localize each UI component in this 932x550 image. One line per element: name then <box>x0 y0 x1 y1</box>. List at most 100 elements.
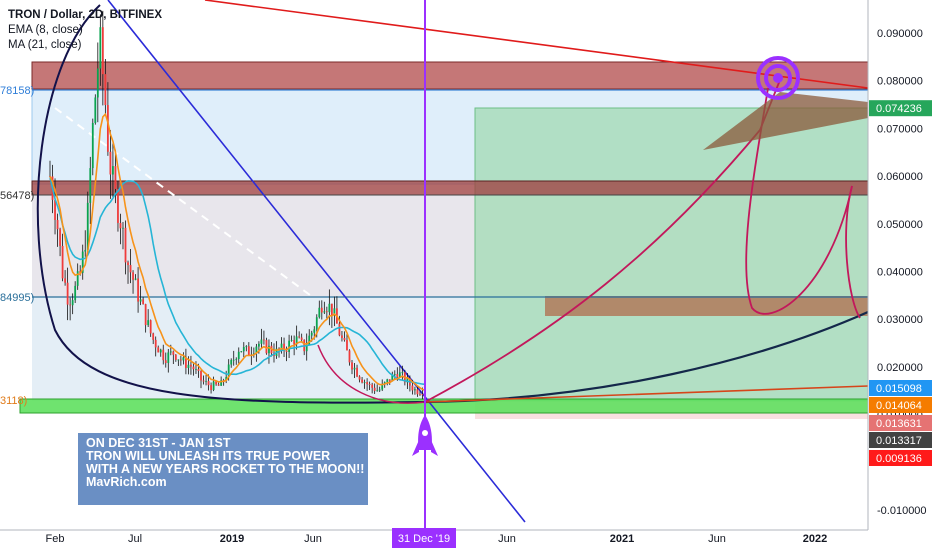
candle <box>200 370 202 389</box>
candle <box>147 309 150 328</box>
left-cut-label-2: 56478) <box>0 190 34 202</box>
candle <box>240 350 243 353</box>
candle <box>247 342 250 357</box>
y-tick-label: -0.010000 <box>877 505 927 517</box>
ema-line <box>49 112 426 391</box>
chart-legend: TRON / Dollar, 2D, BITFINEX EMA (8, clos… <box>8 8 162 53</box>
candle <box>398 365 401 378</box>
candle <box>288 334 290 358</box>
x-tick-label: Jun <box>498 533 516 545</box>
candle <box>320 300 323 320</box>
callout-line-1: ON DEC 31ST - JAN 1ST <box>86 436 231 450</box>
candle <box>202 375 205 385</box>
left-cut-label-3: 84995) <box>0 292 34 304</box>
candle <box>373 383 376 394</box>
candle <box>323 301 326 315</box>
candle <box>190 355 192 375</box>
candle <box>232 350 235 366</box>
candle <box>152 332 155 345</box>
callout-line-4: MavRich.com <box>86 475 167 489</box>
candle <box>94 94 97 125</box>
left-cut-label-1: 78158) <box>0 85 34 97</box>
candle <box>129 249 132 284</box>
resistance-zone <box>545 296 868 316</box>
candle <box>74 281 77 303</box>
candle <box>132 270 134 294</box>
candle <box>69 297 72 321</box>
price-label-3: 0.014064 <box>869 397 932 413</box>
legend-ma: MA (21, close) <box>8 39 82 51</box>
price-label-6: 0.009136 <box>869 450 932 466</box>
price-axis[interactable]: 0.090000 0.080000 0.070000 0.060000 0.050000… <box>867 0 932 530</box>
candle <box>298 331 301 339</box>
target-zone-top <box>31 61 869 90</box>
candle <box>268 339 270 364</box>
y-tick-label: 0.060000 <box>877 171 923 183</box>
candle <box>353 363 356 379</box>
candle <box>348 349 351 366</box>
candle <box>164 352 167 368</box>
candle <box>318 300 321 319</box>
time-axis[interactable]: Feb Jul 2019 Jun Jun 2021 Jun 2022 31 Dec '19 <box>0 528 932 550</box>
candle <box>237 347 240 365</box>
candle <box>283 337 285 358</box>
candle <box>134 274 137 281</box>
legend-ema: EMA (8, close) <box>8 24 83 36</box>
parabola-curve <box>36 4 426 404</box>
svg-text:0.013631: 0.013631 <box>876 418 922 430</box>
profit-zone <box>474 107 869 402</box>
target-icon <box>756 56 800 100</box>
candle <box>149 319 152 337</box>
candle <box>401 365 404 380</box>
candle <box>378 386 381 392</box>
candle <box>137 267 139 313</box>
orange-trend-line <box>424 385 869 403</box>
candle <box>341 331 343 342</box>
svg-text:0.074236: 0.074236 <box>876 103 922 115</box>
candle <box>86 191 89 256</box>
candle <box>343 331 346 342</box>
candle <box>117 181 119 232</box>
candle <box>122 221 124 250</box>
candle <box>144 303 147 333</box>
candle <box>154 336 157 357</box>
bottom-arc <box>317 344 426 404</box>
rocket-icon <box>412 415 438 456</box>
loop-curve-left <box>745 87 853 315</box>
x-tick-label: Jun <box>304 533 322 545</box>
candle <box>124 220 127 275</box>
x-tick-label: Jun <box>708 533 726 545</box>
candle <box>358 375 361 383</box>
candle <box>185 348 187 375</box>
candles <box>49 10 426 402</box>
candle <box>56 213 59 247</box>
candle <box>104 58 107 115</box>
price-label-5: 0.013317 <box>869 432 932 448</box>
candle <box>235 357 238 365</box>
y-tick-label: 0.080000 <box>877 76 923 88</box>
candle <box>61 233 64 282</box>
candle <box>419 390 421 396</box>
candle <box>328 289 331 326</box>
y-tick-label: 0.070000 <box>877 123 923 135</box>
y-tick-label: 0.020000 <box>877 362 923 374</box>
candle <box>167 348 170 373</box>
x-tick-label: Jul <box>128 533 142 545</box>
candle <box>127 260 129 284</box>
candle <box>76 263 79 290</box>
candle <box>351 359 353 375</box>
x-tick-label: Feb <box>46 533 65 545</box>
downtrend-line <box>107 0 526 523</box>
y-tick-label: 0.030000 <box>877 314 923 326</box>
x-tick-label: 2019 <box>220 533 244 545</box>
cursor-date: 31 Dec '19 <box>398 533 450 545</box>
y-tick-label: 0.050000 <box>877 219 923 231</box>
candle <box>142 296 145 305</box>
left-cut-label-4: 3118) <box>0 395 27 407</box>
candle <box>162 344 165 365</box>
candle <box>64 270 67 286</box>
legend-title: TRON / Dollar, 2D, BITFINEX <box>8 9 162 21</box>
ma-line <box>49 176 426 386</box>
candle <box>81 244 84 280</box>
